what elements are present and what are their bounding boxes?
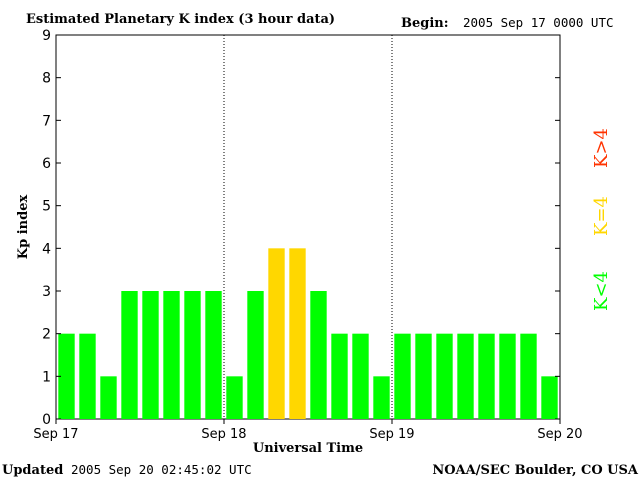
y-tick-label: 2 xyxy=(42,327,51,343)
legend-green: K<4 xyxy=(591,271,612,311)
kp-bar xyxy=(436,333,453,419)
kp-bar xyxy=(100,376,117,419)
updated-value: 2005 Sep 20 02:45:02 UTC xyxy=(71,462,252,477)
kp-bar xyxy=(58,333,75,419)
x-tick-label: Sep 20 xyxy=(537,427,582,442)
kp-bar xyxy=(163,291,180,419)
y-axis-label: Kp index xyxy=(16,195,31,260)
kp-bar xyxy=(331,333,348,419)
kp-bar xyxy=(205,291,222,419)
kp-bar xyxy=(226,376,243,419)
x-axis-label: Universal Time xyxy=(253,441,363,456)
x-tick-label: Sep 18 xyxy=(201,427,246,442)
y-tick-label: 3 xyxy=(42,284,51,300)
begin-value: 2005 Sep 17 0000 UTC xyxy=(463,15,614,30)
y-tick-label: 9 xyxy=(42,28,51,44)
y-tick-label: 5 xyxy=(42,199,51,215)
kp-bar xyxy=(373,376,390,419)
kp-bar xyxy=(415,333,432,419)
kp-bar xyxy=(268,248,285,419)
y-tick-label: 0 xyxy=(42,412,51,428)
y-tick-label: 6 xyxy=(42,156,51,172)
kp-bar xyxy=(121,291,138,419)
updated-label: Updated xyxy=(2,463,63,478)
kp-bars xyxy=(58,248,558,419)
x-tick-label: Sep 17 xyxy=(33,427,78,442)
kp-bar xyxy=(499,333,516,419)
begin-label: Begin: xyxy=(401,16,449,31)
kp-bar xyxy=(247,291,264,419)
kp-bar xyxy=(541,376,558,419)
x-axis-ticks: Sep 17 Sep 18 Sep 19 Sep 20 xyxy=(33,419,583,442)
y-tick-label: 8 xyxy=(42,71,51,87)
y-tick-label: 7 xyxy=(42,113,51,129)
kp-bar xyxy=(142,291,159,419)
kp-bar xyxy=(310,291,327,419)
y-tick-label: 1 xyxy=(42,369,51,385)
day-divider-lines xyxy=(223,35,393,419)
kp-bar xyxy=(457,333,474,419)
kp-bar xyxy=(352,333,369,419)
kp-bar xyxy=(394,333,411,419)
x-tick-label: Sep 19 xyxy=(369,427,414,442)
y-axis-ticks: 0 1 2 3 4 5 6 7 8 9 xyxy=(42,28,560,428)
kp-bar xyxy=(184,291,201,419)
legend-yellow: K=4 xyxy=(591,196,612,236)
kp-bar xyxy=(478,333,495,419)
kp-bar xyxy=(289,248,306,419)
kp-bar xyxy=(520,333,537,419)
y-tick-label: 4 xyxy=(42,241,51,257)
legend-red: K>4 xyxy=(591,128,612,168)
plot-frame xyxy=(55,34,561,420)
kp-bar xyxy=(79,333,96,419)
chart-title: Estimated Planetary K index (3 hour data… xyxy=(26,12,335,27)
source-credit: NOAA/SEC Boulder, CO USA xyxy=(432,463,639,478)
